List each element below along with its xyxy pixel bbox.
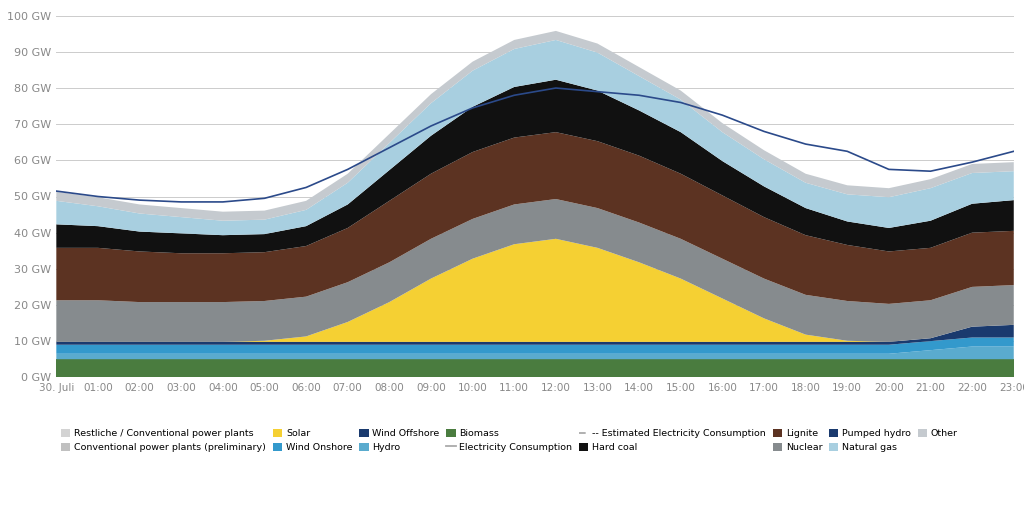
Legend: Restliche / Conventional power plants, Conventional power plants (preliminary), : Restliche / Conventional power plants, C…: [61, 429, 958, 452]
